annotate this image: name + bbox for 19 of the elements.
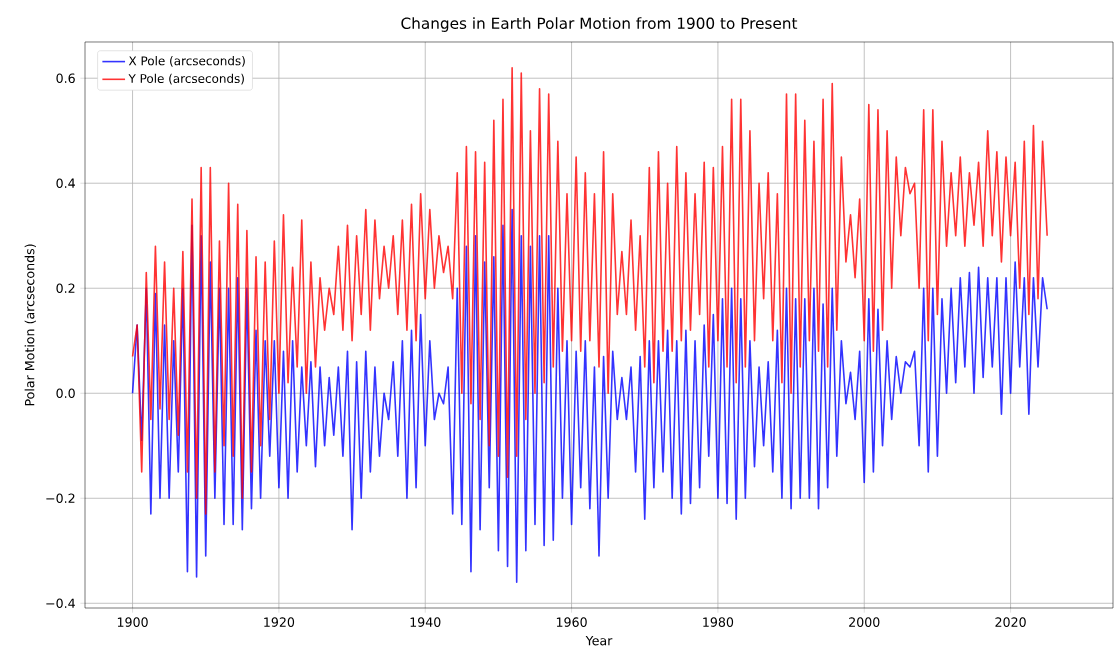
x-tick-label: 1980: [703, 617, 734, 627]
y-tick-label: −0.4: [46, 598, 75, 609]
x-axis-title: Year: [585, 636, 613, 646]
x-tick-label: 2000: [849, 617, 880, 627]
x-tick-label: 1920: [264, 617, 295, 627]
legend-label: X Pole (arcseconds): [128, 56, 245, 67]
y-axis-title: Polar Motion (arcseconds): [24, 244, 36, 406]
chart-title: Changes in Earth Polar Motion from 1900 to Present: [401, 17, 798, 32]
y-tick-label: 0.0: [56, 388, 75, 399]
y-tick-label: 0.6: [56, 73, 75, 83]
x-tick-label: 1960: [556, 617, 587, 627]
x-tick-label: 2020: [995, 617, 1026, 627]
legend-label: Y Pole (arcseconds): [128, 73, 244, 85]
x-tick-label: 1900: [117, 617, 148, 627]
y-tick-label: −0.2: [46, 493, 75, 504]
y-tick-label: 0.2: [56, 283, 75, 294]
x-tick-label: 1940: [410, 617, 441, 627]
y-tick-label: 0.4: [56, 178, 75, 189]
line-series: [131, 208, 1048, 584]
